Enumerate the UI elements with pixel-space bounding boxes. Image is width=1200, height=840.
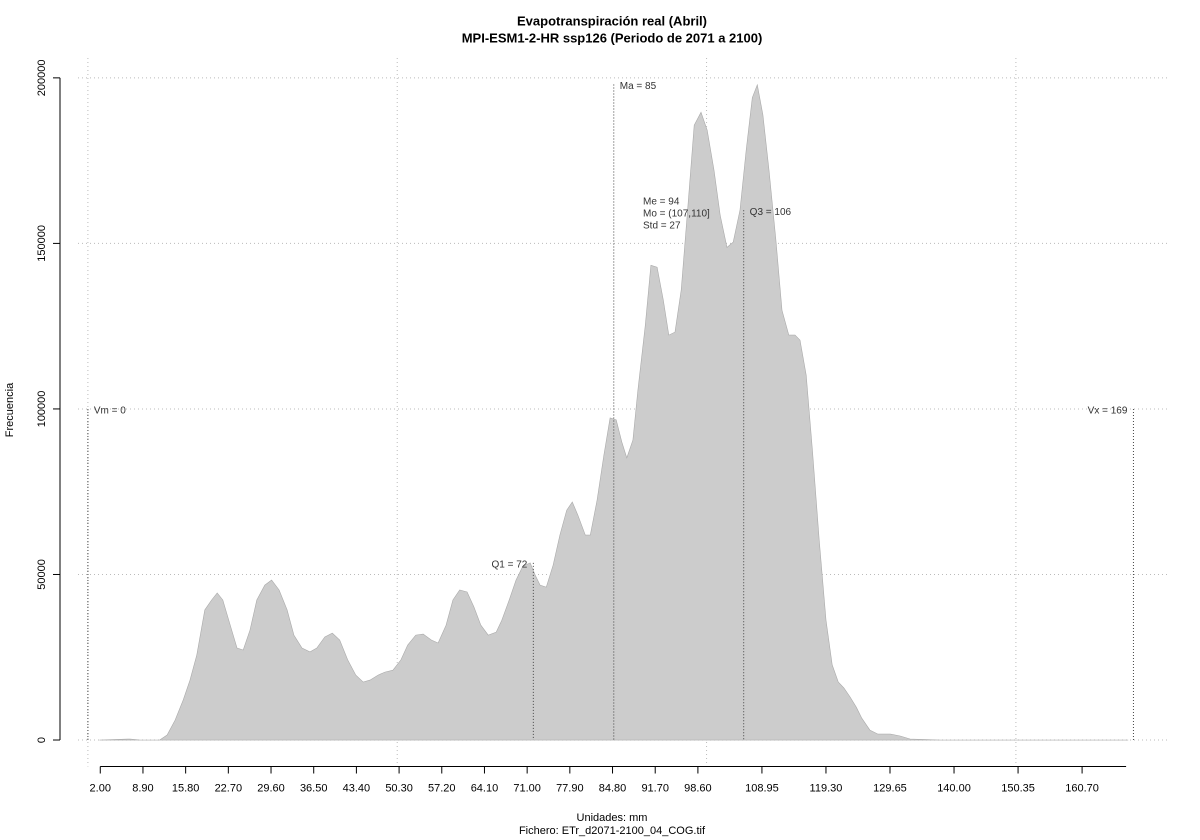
x-tick-label: 29.60 xyxy=(257,782,285,794)
y-axis-label: Frecuencia xyxy=(4,382,16,437)
x-tick-label: 108.95 xyxy=(745,782,779,794)
x-tick-label: 71.00 xyxy=(513,782,541,794)
marker-label: Q3 = 106 xyxy=(750,207,792,218)
chart-subtitle: MPI-ESM1-2-HR ssp126 (Periodo de 2071 a … xyxy=(462,30,763,45)
stat-label: Mo = (107,110] xyxy=(643,209,710,220)
chart-title: Evapotranspiración real (Abril) xyxy=(517,13,707,28)
x-tick-label: 129.65 xyxy=(873,782,907,794)
caption: Fichero: ETr_d2071-2100_04_COG.tif xyxy=(519,825,706,837)
x-tick-label: 150.35 xyxy=(1001,782,1035,794)
x-tick-label: 57.20 xyxy=(428,782,456,794)
y-tick-label: 150000 xyxy=(36,225,48,262)
x-tick-label: 22.70 xyxy=(215,782,243,794)
x-tick-label: 8.90 xyxy=(132,782,153,794)
y-tick-label: 100000 xyxy=(36,391,48,428)
x-tick-label: 84.80 xyxy=(599,782,627,794)
x-tick-label: 140.00 xyxy=(937,782,971,794)
x-tick-label: 98.60 xyxy=(684,782,712,794)
x-tick-label: 91.70 xyxy=(641,782,669,794)
x-tick-label: 43.40 xyxy=(343,782,371,794)
x-tick-label: 2.00 xyxy=(90,782,111,794)
marker-label: Q1 = 72 xyxy=(491,560,527,571)
x-tick-label: 15.80 xyxy=(172,782,200,794)
x-tick-label: 77.90 xyxy=(556,782,584,794)
x-axis-label: Unidades: mm xyxy=(577,812,648,824)
x-tick-label: 64.10 xyxy=(471,782,499,794)
x-tick-label: 119.30 xyxy=(810,782,843,794)
y-tick-label: 50000 xyxy=(36,559,48,590)
stat-label: Me = 94 xyxy=(643,197,680,208)
density-area xyxy=(99,83,1129,741)
x-tick-label: 36.50 xyxy=(300,782,328,794)
stat-label: Std = 27 xyxy=(643,221,681,232)
marker-label: Ma = 85 xyxy=(620,81,657,92)
marker-label: Vx = 169 xyxy=(1088,406,1128,417)
x-tick-label: 50.30 xyxy=(385,782,413,794)
y-tick-label: 0 xyxy=(36,737,48,743)
x-tick-label: 160.70 xyxy=(1065,782,1099,794)
marker-label: Vm = 0 xyxy=(94,406,126,417)
y-tick-label: 200000 xyxy=(36,60,48,97)
